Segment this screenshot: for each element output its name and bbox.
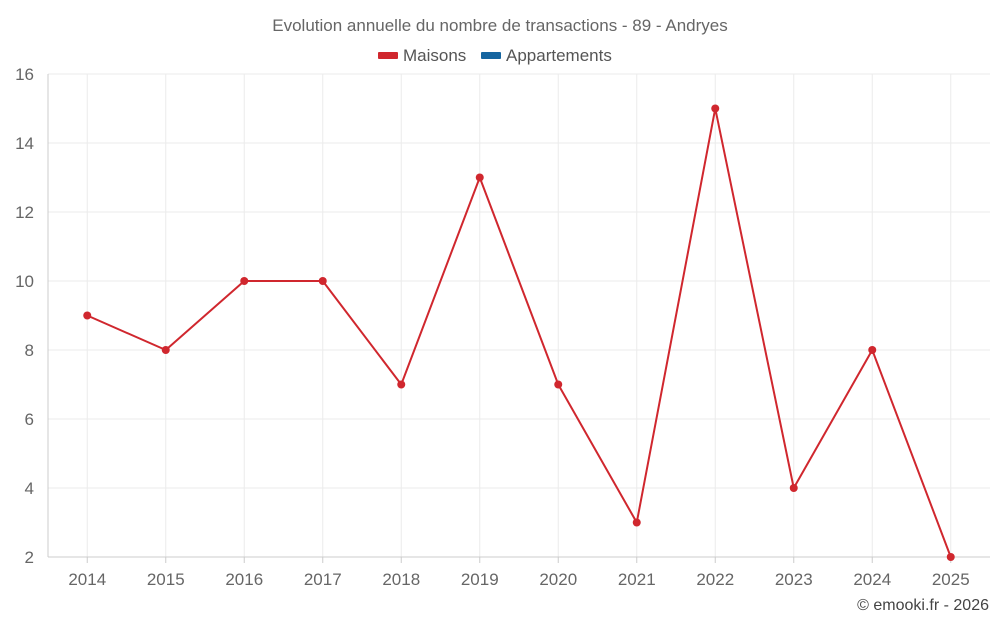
x-tick-label: 2020 [539,570,577,589]
data-point-maisons-2020[interactable] [554,380,563,389]
legend-label-maisons: Maisons [403,46,466,65]
data-point-maisons-2015[interactable] [161,346,170,354]
data-point-maisons-2023[interactable] [789,484,798,492]
x-tick-label: 2025 [932,570,970,589]
data-point-maisons-2022[interactable] [711,104,720,113]
y-axis: 2 4 6 8 10 12 14 16 [15,65,49,567]
x-tick-label: 2015 [147,570,185,589]
x-tick-label: 2016 [225,570,263,589]
y-tick-label: 6 [25,410,34,429]
x-axis: 2014 2015 2016 2017 2018 2019 2020 2021 2022 2023… [48,556,990,589]
x-tick-label: 2017 [304,570,342,589]
y-tick-label: 2 [25,548,34,567]
x-tick-label: 2023 [775,570,813,589]
legend-label-appartements: Appartements [506,46,612,65]
legend-swatch-maisons [378,52,398,59]
data-point-maisons-2021[interactable] [632,518,641,527]
data-point-maisons-2016[interactable] [240,277,249,285]
data-point-maisons-2014[interactable] [83,311,92,320]
legend-swatch-appartements [481,52,501,59]
legend-item-appartements[interactable]: Appartements [481,46,612,65]
legend-item-maisons[interactable]: Maisons [378,46,466,65]
data-point-maisons-2019[interactable] [475,173,484,182]
data-point-maisons-2018[interactable] [397,380,406,389]
series-maisons [83,104,955,561]
x-tick-label: 2019 [461,570,499,589]
credit-text: © emooki.fr - 2026 [857,597,989,614]
data-point-maisons-2017[interactable] [318,277,327,285]
x-tick-label: 2018 [382,570,420,589]
x-tick-label: 2014 [68,570,106,589]
x-tick-label: 2024 [853,570,891,589]
series-line-maisons [86,107,952,558]
grid [48,73,990,557]
legend: Maisons Appartements [378,46,612,65]
chart-title: Evolution annuelle du nombre de transact… [272,16,728,35]
y-tick-label: 12 [15,203,34,222]
data-point-maisons-2025[interactable] [946,553,955,561]
y-tick-label: 10 [15,272,34,291]
x-tick-label: 2021 [618,570,656,589]
y-tick-label: 14 [15,134,34,153]
y-tick-label: 8 [25,341,34,360]
x-tick-label: 2022 [696,570,734,589]
data-point-maisons-2024[interactable] [868,346,877,354]
y-tick-label: 16 [15,65,34,84]
y-tick-label: 4 [25,479,34,498]
